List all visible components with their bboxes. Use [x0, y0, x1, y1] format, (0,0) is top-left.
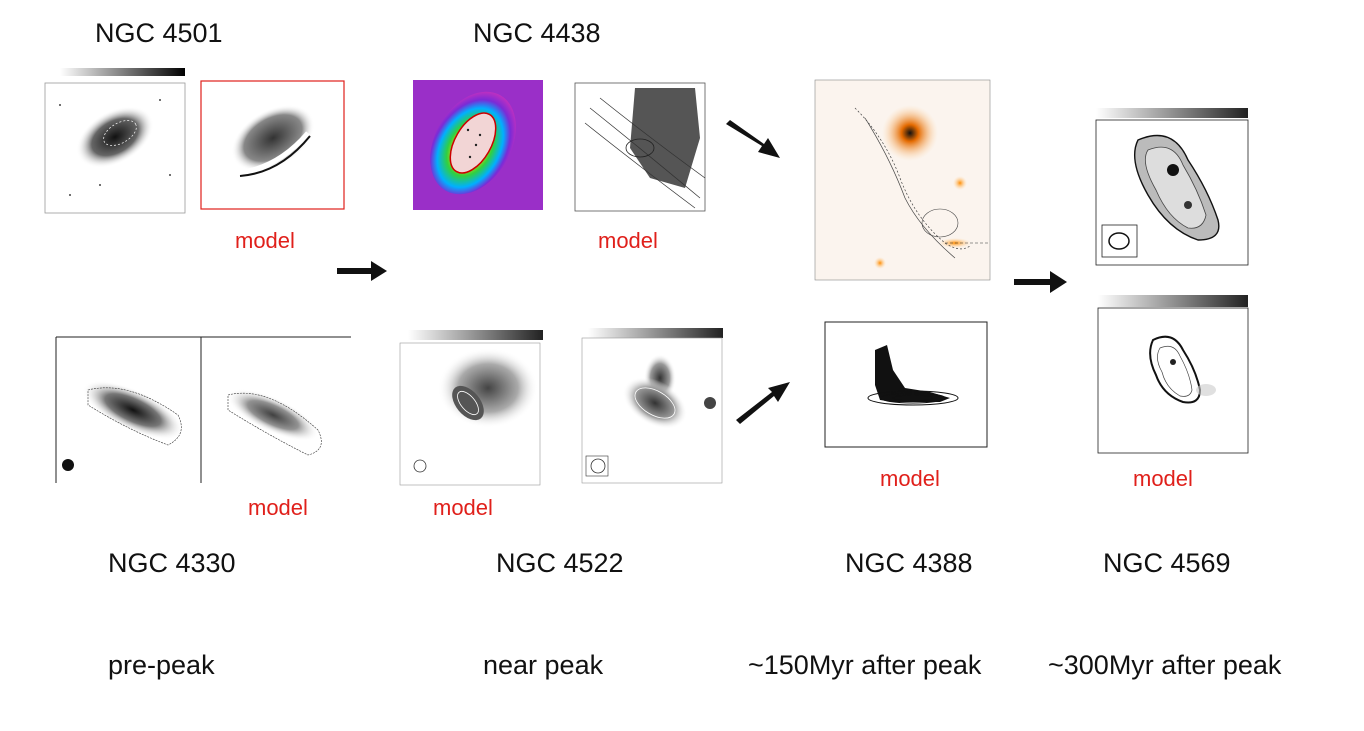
stage-pre-peak: pre-peak	[108, 650, 215, 680]
arrow-right-icon	[335, 258, 390, 284]
ngc4388-model-label: model	[880, 466, 940, 491]
title-ngc4501: NGC 4501	[95, 18, 223, 48]
title-ngc4569: NGC 4569	[1103, 548, 1231, 578]
title-ngc4388: NGC 4388	[845, 548, 973, 578]
ngc4438-model-label: model	[598, 228, 658, 253]
ngc4569-model-label: model	[1133, 466, 1193, 491]
title-ngc4330: NGC 4330	[108, 548, 236, 578]
arrow-down-right-icon	[722, 118, 784, 162]
stage-150myr: ~150Myr after peak	[748, 650, 982, 680]
ngc4522-model-image	[560, 308, 728, 488]
ngc4522-observation-image	[378, 308, 546, 488]
ngc4330-observation-image	[28, 335, 353, 485]
title-ngc4438: NGC 4438	[473, 18, 601, 48]
stage-300myr: ~300Myr after peak	[1048, 650, 1282, 680]
ngc4501-observation-image	[40, 65, 190, 215]
ngc4438-model-image	[560, 78, 710, 218]
arrow-right-icon-2	[1012, 268, 1070, 296]
ngc4330-model-label: model	[248, 495, 308, 520]
ngc4438-observation-image	[398, 75, 548, 215]
arrow-up-right-icon	[734, 378, 794, 428]
ngc4388-model-image	[795, 310, 995, 465]
ngc4501-model-label: model	[235, 228, 295, 253]
ngc4388-observation-image	[795, 78, 995, 300]
ngc4522-model-label: model	[433, 495, 493, 520]
ngc4569-model-image	[1078, 290, 1250, 460]
stage-near-peak: near peak	[483, 650, 604, 680]
ngc4501-model-image	[198, 78, 348, 213]
title-ngc4522: NGC 4522	[496, 548, 624, 578]
ngc4569-observation-image	[1078, 100, 1250, 270]
